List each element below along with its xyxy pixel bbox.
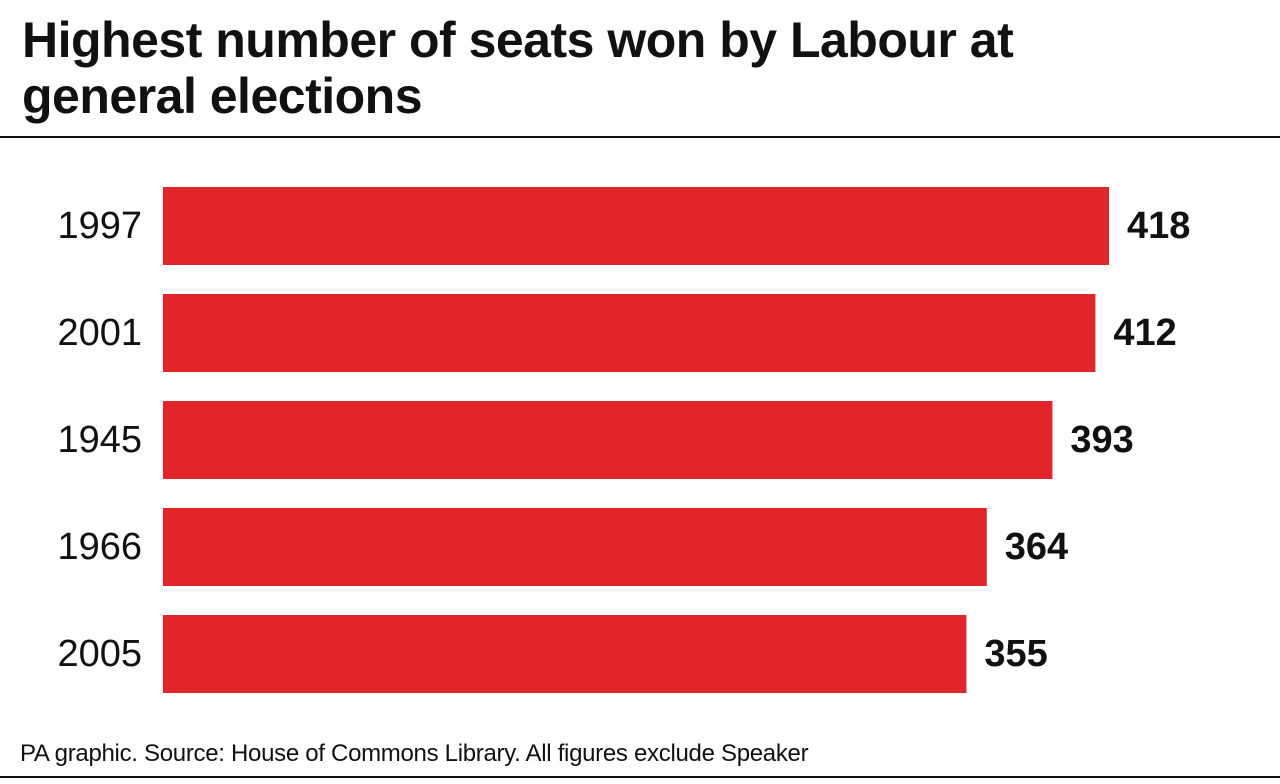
bar [163, 187, 1109, 265]
divider [0, 776, 1280, 778]
category-label: 2005 [57, 633, 142, 675]
value-label: 355 [984, 633, 1047, 675]
category-label: 1997 [57, 205, 142, 247]
source-note: PA graphic. Source: House of Commons Lib… [20, 740, 809, 767]
value-label: 418 [1127, 205, 1190, 247]
category-label: 1945 [57, 419, 142, 461]
value-label: 364 [1005, 526, 1068, 568]
divider [0, 136, 1280, 138]
bar [163, 615, 967, 693]
chart-title: Highest number of seats won by Labour at… [22, 12, 1014, 124]
value-label: 393 [1070, 419, 1133, 461]
value-label: 412 [1113, 312, 1176, 354]
bar [163, 508, 987, 586]
bar [163, 401, 1053, 479]
category-label: 1966 [57, 526, 142, 568]
bar [163, 294, 1096, 372]
category-label: 2001 [57, 312, 142, 354]
